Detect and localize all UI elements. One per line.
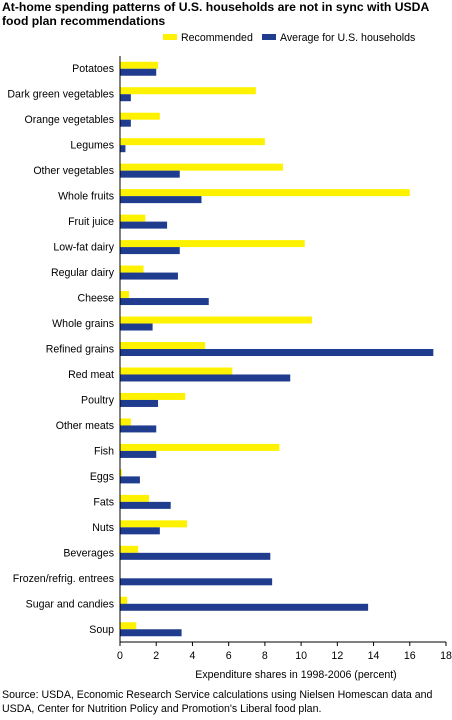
bar-recommended <box>120 61 159 69</box>
bar-average <box>120 196 202 204</box>
legend-swatch-recommended <box>163 34 177 40</box>
x-tick-label: 16 <box>404 650 416 662</box>
category-label: Soup <box>89 624 114 636</box>
bar-average <box>120 247 180 255</box>
category-label: Red meat <box>68 369 114 381</box>
bar-recommended <box>120 316 312 324</box>
bar-recommended <box>120 622 137 630</box>
bar-recommended <box>120 392 186 400</box>
bar-average <box>120 501 171 509</box>
bar-average <box>120 170 180 178</box>
bar-average <box>120 578 273 586</box>
bar-recommended <box>120 545 139 553</box>
bar-recommended <box>120 367 233 375</box>
category-label: Cheese <box>77 293 114 305</box>
bar-average <box>120 374 291 382</box>
x-tick-label: 0 <box>117 650 123 662</box>
bar-recommended <box>120 163 283 171</box>
category-label: Frozen/refrig. entrees <box>13 573 114 585</box>
category-label: Refined grains <box>46 344 114 356</box>
legend-swatch-average <box>262 34 276 40</box>
bar-recommended <box>120 342 206 349</box>
bar-average <box>120 425 157 433</box>
category-label: Fish <box>94 445 114 457</box>
bar-recommended <box>120 214 146 222</box>
category-label: Other vegetables <box>33 165 114 177</box>
bar-recommended <box>120 138 265 146</box>
legend-label-recommended: Recommended <box>181 32 253 44</box>
bar-average <box>120 119 131 127</box>
bar-average <box>120 145 126 153</box>
bar-average <box>120 527 160 535</box>
x-axis-label: Expenditure shares in 1998-2006 (percent… <box>195 669 396 681</box>
x-tick-label: 2 <box>153 650 159 662</box>
x-tick-label: 4 <box>189 650 195 662</box>
x-tick-label: 10 <box>295 650 307 662</box>
bar-recommended <box>120 291 130 299</box>
category-label: Low-fat dairy <box>53 242 114 254</box>
category-label: Fruit juice <box>68 216 114 228</box>
bar-recommended <box>120 240 305 248</box>
category-label: Beverages <box>63 547 114 559</box>
bar-recommended <box>120 418 131 426</box>
bar-chart: Recommended Average for U.S. households Po… <box>7 32 452 681</box>
category-label: Other meats <box>56 420 114 432</box>
category-label: Legumes <box>70 140 114 152</box>
category-label: Orange vegetables <box>24 114 114 126</box>
bar-average <box>120 603 369 611</box>
x-tick-label: 14 <box>368 650 380 662</box>
category-label: Sugar and candies <box>26 598 114 610</box>
category-label: Poultry <box>81 394 115 406</box>
bar-average <box>120 476 140 484</box>
category-label: Regular dairy <box>51 267 115 279</box>
x-tick-label: 18 <box>440 650 452 662</box>
category-label: Potatoes <box>72 63 114 75</box>
bar-recommended <box>120 189 410 197</box>
bar-average <box>120 399 159 407</box>
x-tick-label: 12 <box>331 650 343 662</box>
bar-average <box>120 349 434 356</box>
x-tick-label: 6 <box>226 650 232 662</box>
bar-average <box>120 68 157 76</box>
category-label: Dark green vegetables <box>7 89 114 101</box>
category-label: Fats <box>93 496 114 508</box>
chart-title: At-home spending patterns of U.S. househ… <box>2 0 429 28</box>
bar-recommended <box>120 87 256 95</box>
bar-recommended <box>120 494 149 502</box>
category-label: Whole fruits <box>58 191 114 203</box>
source-note: Source: USDA, Economic Research Service … <box>2 689 433 715</box>
x-tick-label: 8 <box>262 650 268 662</box>
bar-recommended <box>120 443 280 451</box>
bar-recommended <box>120 596 128 604</box>
bar-average <box>120 221 168 229</box>
bar-average <box>120 298 209 306</box>
bar-recommended <box>120 520 188 528</box>
category-label: Whole grains <box>52 318 114 330</box>
bar-average <box>120 323 153 331</box>
bar-average <box>120 272 178 280</box>
bar-average <box>120 450 157 458</box>
bar-average <box>120 552 271 560</box>
bar-average <box>120 629 182 637</box>
bar-average <box>120 94 131 102</box>
bar-recommended <box>120 265 144 273</box>
bar-recommended <box>120 112 160 120</box>
bar-recommended <box>120 469 122 477</box>
category-label: Nuts <box>92 522 114 534</box>
category-label: Eggs <box>90 471 114 483</box>
legend-label-average: Average for U.S. households <box>280 32 415 44</box>
